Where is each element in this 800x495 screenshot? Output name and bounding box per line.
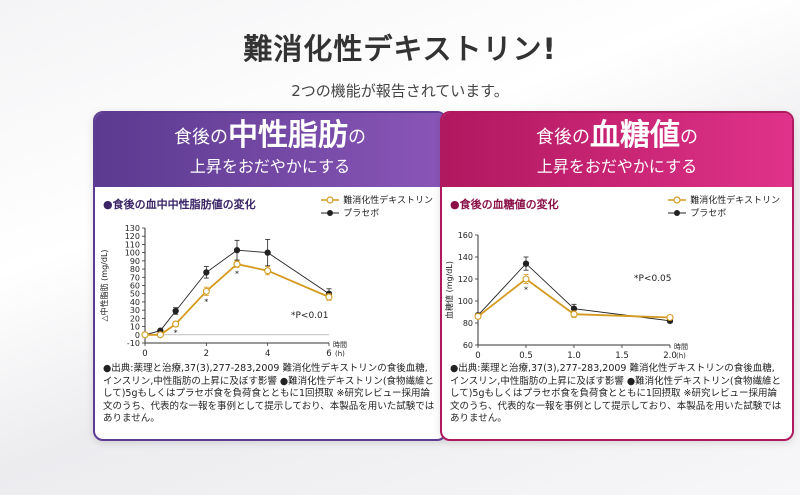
x-tick-label: 0 (475, 351, 480, 361)
header-big: 血糖値 (590, 118, 680, 153)
page-title: 難消化性デキストリン! (243, 32, 557, 66)
significance-marker: * (235, 269, 239, 278)
y-tick-label: 120 (125, 232, 140, 241)
header-post: の (680, 127, 698, 148)
data-point-dextrin (522, 275, 530, 283)
x-tick-label: 1.5 (615, 351, 629, 361)
data-point-placebo (233, 247, 241, 254)
y-tick-label: 130 (125, 224, 140, 233)
data-point-dextrin (141, 331, 149, 339)
legend-swatch-dextrin (668, 195, 687, 204)
significance-marker: * (524, 285, 528, 294)
page-subtitle: 2つの機能が報告されています。 (291, 82, 509, 100)
source-note: ●出典:薬理と治療,37(3),277-283,2009 難消化性デキストリンの… (103, 363, 435, 424)
chart-title: ●食後の血糖値の変化 (450, 198, 559, 211)
y-tick-label: 50 (130, 290, 140, 299)
header-post: の (348, 127, 366, 148)
series-line-placebo (477, 262, 671, 322)
blood-sugar-card: 食後の血糖値の 上昇をおだやかにする ●食後の血糖値の変化 難消化性デキストリン… (440, 111, 794, 441)
source-note: ●出典:薬理と治療,37(3),277-283,2009 難消化性デキストリンの… (450, 363, 782, 424)
y-tick-label: 120 (458, 275, 473, 284)
series-line-dextrin (477, 277, 671, 319)
y-tick-label: 30 (130, 306, 140, 315)
y-axis-label: 血糖値 (mg/dL) (444, 261, 454, 319)
y-tick-label: 80 (130, 265, 140, 274)
header-pre: 食後の (174, 127, 228, 148)
y-tick-label: 60 (130, 282, 140, 291)
triglyceride-card: 食後の中性脂肪の 上昇をおだやかにする ●食後の血中中性脂肪値の変化 難消化性デ… (93, 111, 447, 441)
data-point-dextrin (474, 312, 482, 320)
data-point-placebo (203, 269, 210, 276)
x-tick-label: 0.5 (519, 351, 533, 361)
data-point-dextrin (570, 310, 578, 318)
x-axis-label-unit: (h) (676, 352, 686, 360)
header-pre: 食後の (536, 127, 590, 148)
blood-sugar-card-header: 食後の血糖値の 上昇をおだやかにする (442, 113, 792, 187)
chart-legend: 難消化性デキストリン プラセボ (668, 193, 780, 219)
legend-swatch-dextrin (321, 195, 340, 204)
header-line2: 上昇をおだやかにする (189, 157, 351, 176)
data-point-placebo (264, 249, 271, 256)
data-point-dextrin (156, 331, 164, 339)
y-tick-label: 20 (130, 314, 140, 323)
y-tick-label: 100 (458, 297, 473, 306)
chart-legend: 難消化性デキストリン プラセボ (321, 193, 433, 219)
x-tick-label: 0 (142, 349, 147, 359)
legend-item-placebo: プラセボ (321, 206, 433, 219)
blood-sugar-chart: 60 80 100 120 140 160 0 0.5 1.0 1.5 2.0時間(h) 血糖値 (m… (444, 231, 688, 361)
y-tick-label: 40 (130, 298, 140, 307)
significance-marker: * (204, 297, 208, 306)
legend-item-dextrin: 難消化性デキストリン (668, 193, 780, 206)
x-tick-label: 6 (326, 349, 331, 359)
data-point-dextrin (666, 313, 674, 322)
legend-label-dextrin: 難消化性デキストリン (690, 196, 780, 206)
y-tick-label: 0 (135, 331, 140, 340)
x-axis-label-unit: (h) (335, 350, 345, 358)
data-point-dextrin (325, 293, 333, 301)
p-value-label: *P<0.05 (634, 274, 672, 284)
legend-label-dextrin: 難消化性デキストリン (343, 196, 433, 206)
x-tick-label: 4 (265, 349, 270, 359)
y-tick-label: 160 (458, 231, 473, 240)
legend-swatch-placebo (321, 209, 340, 216)
x-axis-label: 時間 (333, 341, 347, 349)
header-line2: 上昇をおだやかにする (536, 157, 698, 176)
legend-swatch-placebo (668, 209, 687, 216)
legend-item-dextrin: 難消化性デキストリン (321, 193, 433, 206)
y-tick-label: 90 (130, 257, 140, 266)
x-tick-label: 1.0 (567, 351, 581, 361)
triglyceride-card-header: 食後の中性脂肪の 上昇をおだやかにする (95, 113, 445, 187)
y-tick-label: 80 (463, 319, 473, 328)
y-tick-label: 60 (463, 341, 473, 350)
data-point-dextrin (233, 260, 241, 268)
y-axis-label: △中性脂肪 (mg/dL) (99, 249, 109, 321)
legend-label-placebo: プラセボ (690, 209, 727, 219)
data-point-dextrin (172, 320, 180, 328)
chart-title: ●食後の血中中性脂肪値の変化 (103, 198, 256, 211)
header-big: 中性脂肪 (228, 118, 348, 153)
legend-label-placebo: プラセボ (343, 209, 380, 219)
x-axis-label: 時間 (674, 343, 688, 351)
data-point-dextrin (264, 267, 272, 275)
y-tick-label: 100 (125, 249, 140, 258)
y-tick-label: 70 (130, 273, 140, 282)
data-point-placebo (522, 260, 530, 267)
y-tick-label: 140 (458, 253, 473, 262)
data-point-placebo (172, 307, 179, 315)
p-value-label: *P<0.01 (291, 311, 329, 321)
legend-item-placebo: プラセボ (668, 206, 780, 219)
y-tick-label: 110 (125, 240, 140, 249)
x-tick-label: 2 (204, 349, 209, 359)
x-tick-label: 2.0 (663, 351, 677, 361)
data-point-dextrin (202, 287, 210, 295)
y-tick-label: 10 (130, 323, 140, 332)
y-tick-label: -10 (127, 339, 140, 348)
significance-marker: * (174, 329, 178, 338)
